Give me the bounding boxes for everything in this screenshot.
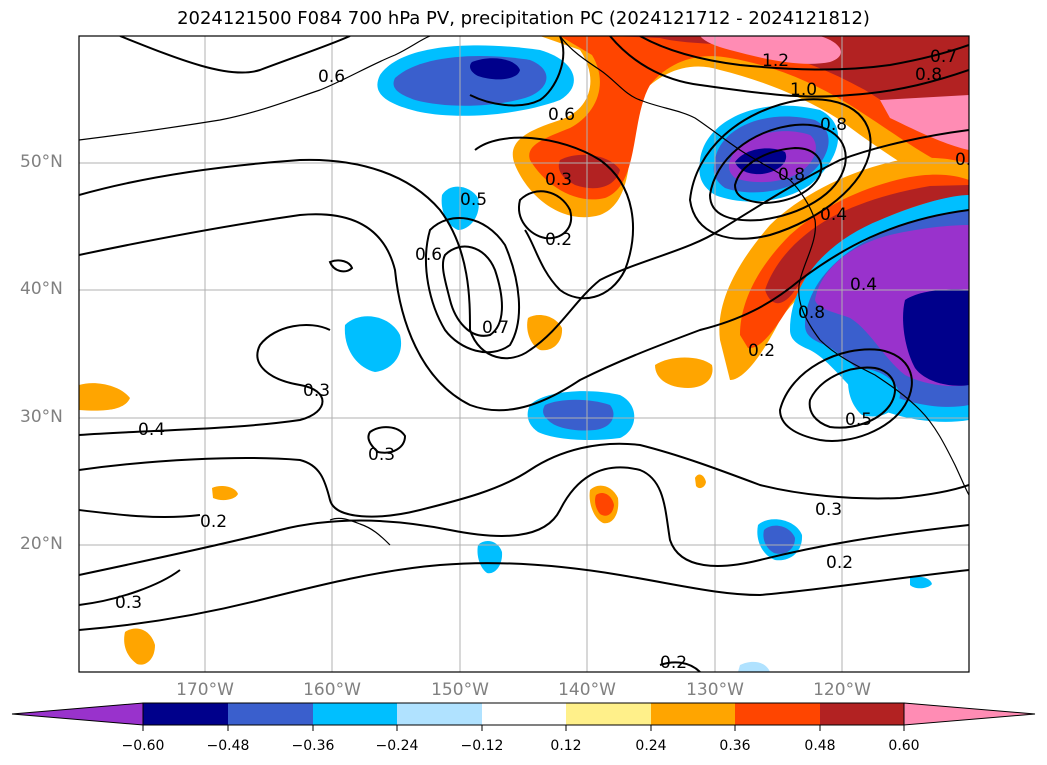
lat-label: 40°N (20, 279, 63, 299)
colorbar-tick-label: 0.36 (719, 738, 751, 754)
contour-label: 0.5 (845, 410, 872, 430)
contour-label: 0.7 (930, 47, 957, 67)
colorbar-tick-label: 0.48 (804, 738, 836, 754)
plot-title: 2024121500 F084 700 hPa PV, precipitatio… (177, 8, 870, 29)
contour-label: 0.6 (548, 105, 575, 125)
contour-label: 0.8 (820, 115, 847, 135)
precip-shading (79, 36, 969, 672)
contour-label: 0.2 (660, 653, 687, 673)
contour-label: 0.7 (482, 318, 509, 338)
lat-label: 50°N (20, 152, 63, 172)
colorbar-segment (566, 703, 651, 725)
contour-label: 0.2 (545, 230, 572, 250)
lat-label: 30°N (20, 407, 63, 427)
contour-label: 0.3 (368, 445, 395, 465)
colorbar-segment (228, 703, 313, 725)
contour-label: 0.4 (138, 420, 165, 440)
colorbar-tick-label: −0.36 (291, 738, 335, 754)
colorbar-tick-label: −0.12 (460, 738, 504, 754)
contour-label: 0.6 (415, 245, 442, 265)
contour-label: 0.6 (318, 67, 345, 87)
contour-label: 0.5 (460, 190, 487, 210)
contour-label: 0.8 (915, 65, 942, 85)
lon-label: 150°W (431, 680, 489, 700)
colorbar-extend-max (903, 702, 1036, 726)
contour-label: 0.2 (826, 553, 853, 573)
contour-label: 0.3 (815, 500, 842, 520)
pv-contours (79, 36, 969, 672)
colorbar-segment (820, 703, 904, 725)
contour-label: 0.8 (798, 303, 825, 323)
colorbar-extend-min (11, 702, 144, 726)
colorbar-tick-label: −0.24 (375, 738, 419, 754)
colorbar-tick-label: −0.60 (121, 738, 165, 754)
contour-label: 0.3 (303, 381, 330, 401)
colorbar-segment (313, 703, 397, 725)
contour-labels: 0.6 0.6 1.2 1.0 0.8 0.8 0.7 0.3 0.2 0.5 … (115, 47, 982, 673)
colorbar (11, 702, 1036, 731)
contour-label: 1.0 (790, 80, 817, 100)
colorbar-tick-label: −0.48 (206, 738, 250, 754)
contour-label: 0.3 (545, 170, 572, 190)
lon-label: 140°W (558, 680, 616, 700)
colorbar-tick-label: 0.12 (550, 738, 582, 754)
colorbar-segment (397, 703, 482, 725)
lon-label: 160°W (303, 680, 361, 700)
map-frame (78, 35, 970, 673)
contour-label: 0.8 (778, 165, 805, 185)
lat-label: 20°N (20, 534, 63, 554)
colorbar-segment (143, 703, 228, 725)
colorbar-tick-label: 0.24 (635, 738, 667, 754)
map-layers: 0.6 0.6 1.2 1.0 0.8 0.8 0.7 0.3 0.2 0.5 … (79, 36, 982, 673)
contour-label: 0.3 (955, 150, 982, 170)
lon-label: 130°W (686, 680, 744, 700)
contour-label: 0.4 (820, 205, 847, 225)
contour-label: 0.3 (115, 593, 142, 613)
lon-label: 120°W (813, 680, 871, 700)
colorbar-segment (482, 703, 566, 725)
colorbar-segment (651, 703, 735, 725)
contour-label: 0.4 (850, 275, 877, 295)
coastlines (79, 36, 969, 546)
contour-label: 0.2 (200, 512, 227, 532)
colorbar-tick-label: 0.60 (888, 738, 920, 754)
colorbar-segment (735, 703, 820, 725)
contour-label: 1.2 (762, 51, 789, 71)
contour-label: 0.2 (748, 341, 775, 361)
lon-label: 170°W (176, 680, 234, 700)
